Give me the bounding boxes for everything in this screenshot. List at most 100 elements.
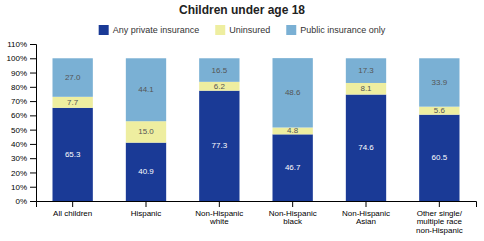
x-tick-label-line: Non-Hispanic: [195, 209, 243, 218]
x-tick-label-line: Other single/: [417, 209, 463, 218]
x-tick-label-line: Hispanic: [131, 209, 162, 218]
x-tick-label: Other single/multiple racenon-Hispanic: [416, 209, 463, 236]
x-tick-mark: [439, 201, 440, 207]
x-axis: All childrenHispanicNon-HispanicwhiteNon…: [37, 201, 477, 235]
y-tick-mark: [30, 58, 36, 59]
y-tick: 70%: [11, 97, 36, 106]
x-tick-label: All children: [53, 209, 92, 218]
y-tick: 0%: [15, 197, 36, 206]
y-tick-mark: [30, 201, 36, 202]
bar: [126, 58, 166, 121]
bar: [346, 58, 386, 83]
y-tick: 110%: [7, 40, 36, 49]
x-tick-label-line: black: [283, 217, 303, 226]
y-tick-label: 60%: [11, 111, 27, 120]
y-tick-label: 20%: [11, 169, 27, 178]
data-label: 4.8: [287, 126, 299, 135]
x-tick: Non-Hispanicblack: [269, 201, 317, 226]
y-tick-mark: [30, 115, 36, 116]
x-tick-label-line: Asian: [356, 217, 376, 226]
y-tick-label: 90%: [11, 69, 27, 78]
data-label: 7.7: [67, 98, 79, 107]
legend-swatch: [99, 25, 109, 35]
y-tick-label: 80%: [11, 83, 27, 92]
legend-item: Public insurance only: [286, 25, 386, 35]
y-tick: 90%: [11, 69, 36, 78]
x-tick-mark: [146, 201, 147, 207]
bars: [53, 58, 460, 201]
data-label: 5.6: [434, 106, 446, 115]
legend-item: Uninsured: [215, 25, 270, 35]
data-label: 8.1: [360, 84, 372, 93]
y-tick-mark: [30, 187, 36, 188]
bar: [199, 91, 239, 201]
bar: [53, 108, 93, 201]
x-tick-label-line: Non-Hispanic: [342, 209, 390, 218]
data-label: 16.5: [212, 66, 228, 75]
bar: [346, 95, 386, 201]
y-tick-label: 30%: [11, 154, 27, 163]
legend: Any private insurance Uninsured Public ins…: [99, 25, 386, 35]
chart: Children under age 180%10%20%30%40%50%60…: [0, 0, 484, 241]
x-tick-label-line: non-Hispanic: [416, 226, 463, 235]
y-tick: 80%: [11, 83, 36, 92]
x-tick-mark: [292, 201, 293, 207]
data-label: 65.3: [65, 150, 81, 159]
data-label: 48.6: [285, 88, 301, 97]
y-tick: 10%: [11, 183, 36, 192]
bar: [126, 121, 166, 142]
legend-label: Any private insurance: [113, 25, 200, 35]
data-labels: 65.340.977.346.774.660.57.715.06.24.88.1…: [65, 66, 448, 177]
x-tick: Other single/multiple racenon-Hispanic: [416, 201, 463, 235]
legend-swatch: [215, 25, 225, 35]
y-tick-label: 0%: [15, 197, 27, 206]
legend-label: Uninsured: [229, 25, 270, 35]
y-tick-label: 50%: [11, 126, 27, 135]
bar: [53, 58, 93, 97]
y-tick: 100%: [7, 54, 36, 63]
bar: [419, 115, 459, 201]
x-tick-label: Hispanic: [131, 209, 162, 218]
y-tick-mark: [30, 172, 36, 173]
x-tick-mark: [72, 201, 73, 207]
bar: [53, 97, 93, 108]
x-tick: Non-HispanicAsian: [342, 201, 390, 226]
data-label: 74.6: [358, 143, 374, 152]
legend-swatch: [286, 25, 296, 35]
bar: [419, 107, 459, 115]
legend-item: Any private insurance: [99, 25, 200, 35]
x-tick-mark: [219, 201, 220, 207]
x-tick-mark: [366, 201, 367, 207]
y-tick-label: 100%: [7, 54, 27, 63]
data-label: 40.9: [138, 167, 154, 176]
plot: 0% 10% 20% 30% 40% 50% 60% 70% 80% 90% 100% 110% All…: [7, 40, 477, 235]
x-tick: Hispanic: [131, 201, 162, 218]
y-tick-label: 10%: [11, 183, 27, 192]
y-tick-mark: [30, 101, 36, 102]
x-tick-label: Non-HispanicAsian: [342, 209, 390, 227]
bar: [419, 58, 459, 106]
y-tick-mark: [30, 158, 36, 159]
x-tick-label-line: multiple race: [417, 217, 463, 226]
data-label: 77.3: [212, 141, 228, 150]
x-tick: All children: [53, 201, 92, 218]
legend-label: Public insurance only: [300, 25, 386, 35]
bar: [273, 58, 313, 127]
y-tick: 40%: [11, 140, 36, 149]
bar: [346, 83, 386, 95]
bar: [126, 143, 166, 201]
y-tick-mark: [30, 44, 36, 45]
x-tick-label: Non-Hispanicblack: [269, 209, 317, 227]
y-tick: 20%: [11, 169, 36, 178]
y-tick-mark: [30, 130, 36, 131]
data-label: 44.1: [138, 85, 154, 94]
bar: [199, 82, 239, 91]
data-label: 15.0: [138, 127, 154, 136]
data-label: 17.3: [358, 66, 374, 75]
data-label: 46.7: [285, 163, 301, 172]
bar: [199, 58, 239, 82]
y-tick-mark: [30, 87, 36, 88]
data-label: 60.5: [432, 153, 448, 162]
data-label: 33.9: [432, 78, 448, 87]
x-tick-label-line: Non-Hispanic: [269, 209, 317, 218]
